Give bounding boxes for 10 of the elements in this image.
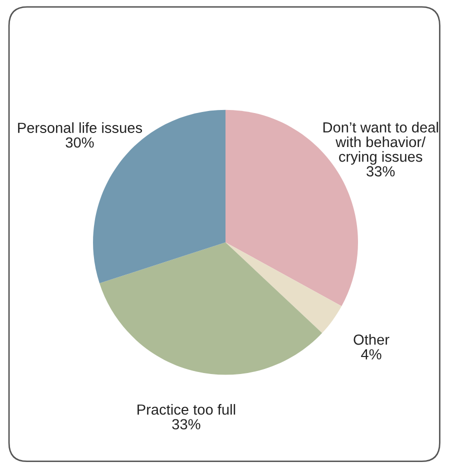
slice-label: Personal life issues <box>18 122 142 133</box>
slice-label: Other <box>354 334 390 345</box>
pie-slice <box>226 242 342 334</box>
pie-slice <box>99 242 322 375</box>
data-label: 4% <box>361 349 382 360</box>
slice-label: Practice too full <box>138 404 236 415</box>
slice-label: Don’t want to deal with behavior/ crying issues <box>323 122 438 165</box>
data-label: 33% <box>172 419 200 430</box>
data-label: 33% <box>366 166 395 176</box>
data-label: 30% <box>66 137 94 148</box>
